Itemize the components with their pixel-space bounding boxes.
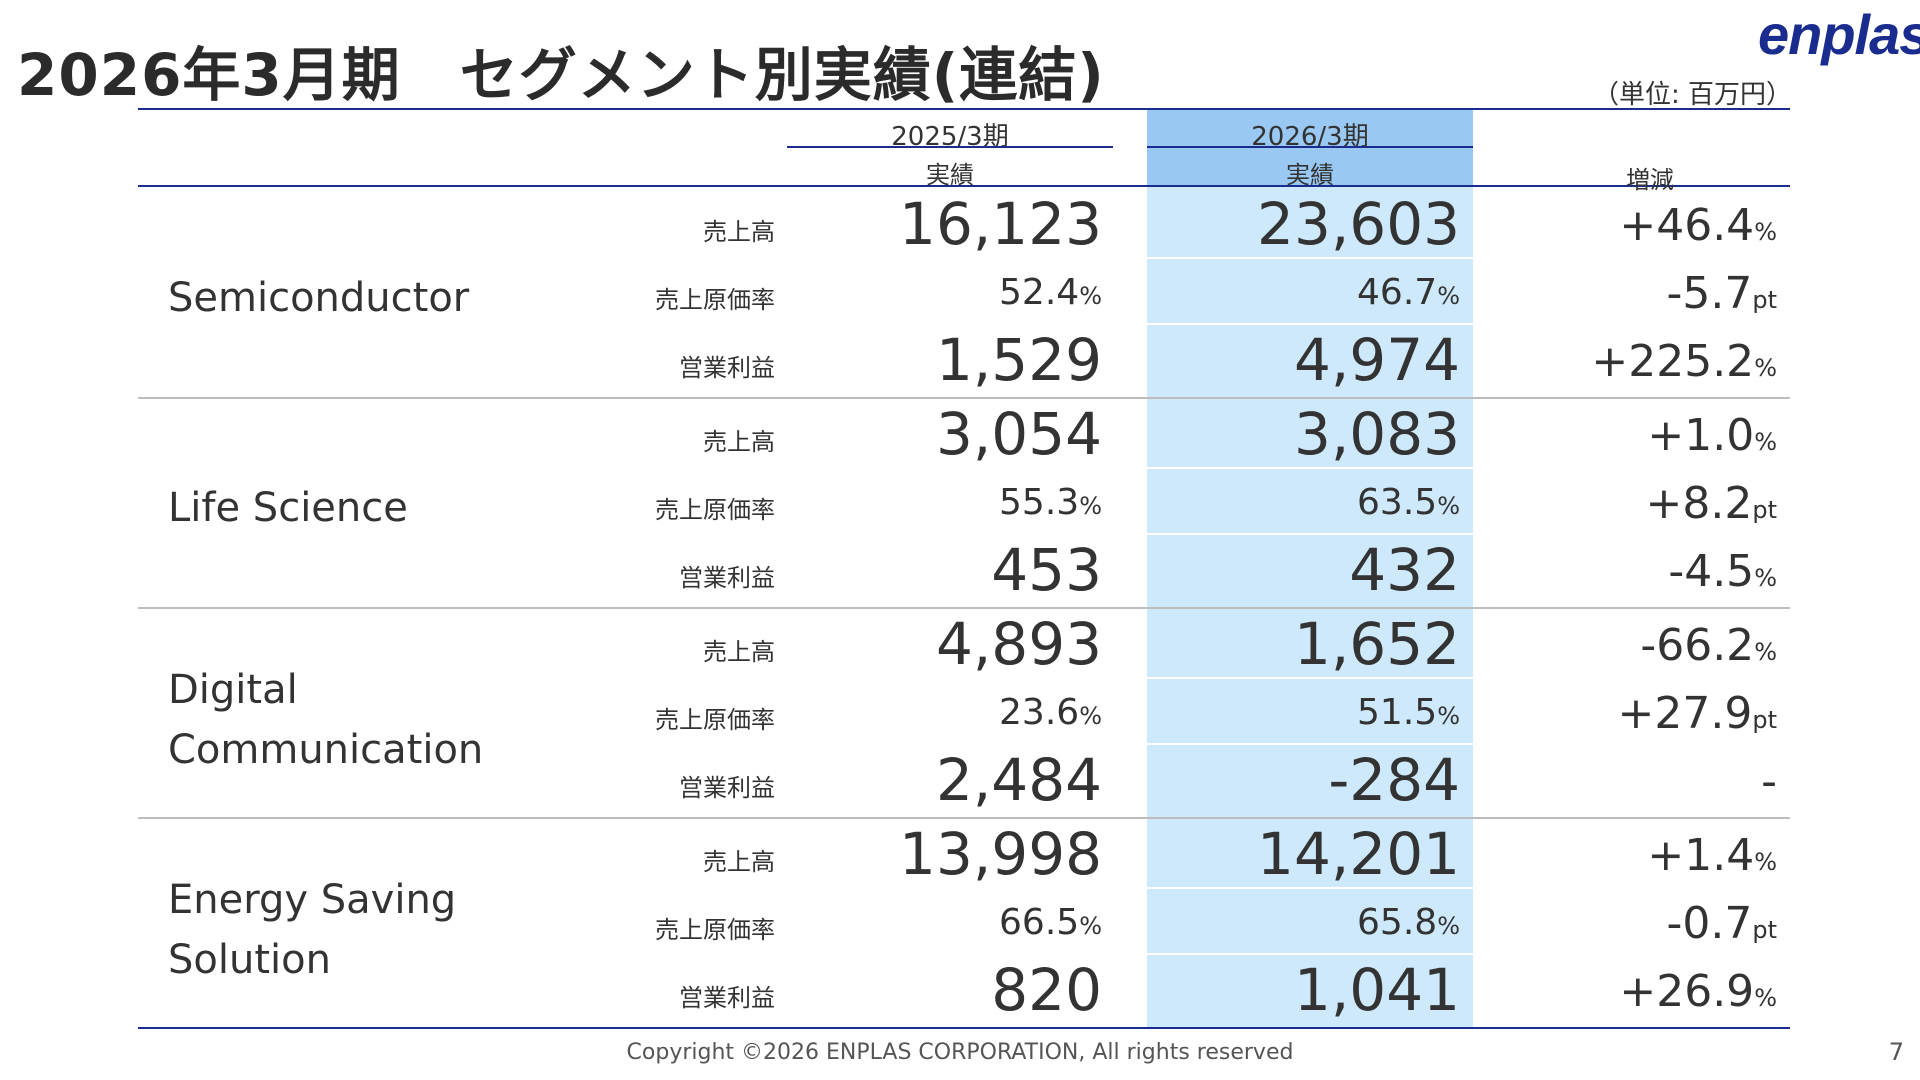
curr-sales-value: 3,083 (1293, 400, 1460, 468)
current-period-header-highlight (1147, 110, 1473, 186)
segment-name: Life Science (168, 485, 408, 531)
prev-period-underline (787, 146, 1113, 148)
metric-label-sales: 売上高 (703, 428, 775, 456)
prev-operating-profit-value: 820 (991, 956, 1102, 1024)
change-cost-ratio-value: +27.9pt (1617, 688, 1778, 739)
curr-sales-value: 1,652 (1293, 610, 1460, 678)
segment-name: Energy Saving Solution (168, 877, 457, 983)
curr-operating-profit-value: 4,974 (1293, 326, 1460, 394)
metric-label-sales: 売上高 (703, 638, 775, 666)
prev-sales-value: 3,054 (935, 400, 1102, 468)
prev-cost-ratio-value: 52.4% (999, 272, 1102, 313)
row-divider (1147, 257, 1473, 259)
curr-cost-ratio-value: 51.5% (1357, 692, 1460, 733)
segment-separator (138, 397, 1790, 399)
row-divider (1147, 467, 1473, 469)
curr-period-underline (1147, 146, 1473, 148)
row-divider (1147, 533, 1473, 535)
change-operating-profit-value: -4.5% (1668, 546, 1777, 597)
curr-cost-ratio-value: 65.8% (1357, 902, 1460, 943)
metric-label-sales: 売上高 (703, 218, 775, 246)
prev-sales-value: 4,893 (935, 610, 1102, 678)
segment-name: Digital Communication (168, 667, 484, 773)
metric-label-cost-ratio: 売上原価率 (655, 706, 775, 734)
prev-operating-profit-value: 453 (991, 536, 1102, 604)
curr-operating-profit-value: 432 (1349, 536, 1460, 604)
segment-separator (138, 607, 1790, 609)
change-cost-ratio-value: +8.2pt (1645, 478, 1778, 529)
change-cost-ratio-value: -5.7pt (1666, 268, 1777, 319)
prev-cost-ratio-value: 66.5% (999, 902, 1102, 943)
prev-period-subheader: 実績 (926, 161, 974, 189)
unit-label: （単位: 百万円） (1592, 80, 1792, 110)
prev-sales-value: 13,998 (899, 820, 1102, 888)
page-number: 7 (1888, 1038, 1904, 1066)
row-divider (1147, 953, 1473, 955)
change-operating-profit-value: +225.2% (1591, 336, 1777, 387)
change-sales-value: -66.2% (1640, 620, 1777, 671)
table-header-rule (138, 185, 1790, 187)
prev-operating-profit-value: 1,529 (935, 326, 1102, 394)
segment-separator (138, 817, 1790, 819)
prev-cost-ratio-value: 55.3% (999, 482, 1102, 523)
metric-label-operating-profit: 営業利益 (679, 564, 775, 592)
metric-label-operating-profit: 営業利益 (679, 984, 775, 1012)
row-divider (1147, 887, 1473, 889)
table-bottom-rule (138, 1027, 1790, 1029)
prev-cost-ratio-value: 23.6% (999, 692, 1102, 733)
curr-operating-profit-value: 1,041 (1293, 956, 1460, 1024)
change-operating-profit-value: - (1761, 756, 1777, 807)
page-title: 2026年3月期 セグメント別実績(連結) (17, 41, 1105, 109)
row-divider (1147, 323, 1473, 325)
metric-label-cost-ratio: 売上原価率 (655, 916, 775, 944)
metric-label-operating-profit: 営業利益 (679, 774, 775, 802)
prev-sales-value: 16,123 (899, 190, 1102, 258)
change-cost-ratio-value: -0.7pt (1666, 898, 1777, 949)
prev-operating-profit-value: 2,484 (935, 746, 1102, 814)
change-sales-value: +1.4% (1647, 830, 1777, 881)
metric-label-sales: 売上高 (703, 848, 775, 876)
metric-label-operating-profit: 営業利益 (679, 354, 775, 382)
company-logo: enplas (1758, 3, 1920, 66)
change-sales-value: +46.4% (1619, 200, 1777, 251)
copyright-footer: Copyright ©2026 ENPLAS CORPORATION, All … (626, 1040, 1294, 1065)
curr-cost-ratio-value: 63.5% (1357, 482, 1460, 523)
metric-label-cost-ratio: 売上原価率 (655, 286, 775, 314)
curr-cost-ratio-value: 46.7% (1357, 272, 1460, 313)
row-divider (1147, 677, 1473, 679)
change-header: 増減 (1626, 166, 1674, 194)
change-operating-profit-value: +26.9% (1619, 966, 1777, 1017)
curr-sales-value: 23,603 (1257, 190, 1460, 258)
curr-sales-value: 14,201 (1257, 820, 1460, 888)
segment-name: Semiconductor (168, 275, 470, 321)
curr-period-subheader: 実績 (1286, 161, 1334, 189)
metric-label-cost-ratio: 売上原価率 (655, 496, 775, 524)
table-top-rule (138, 108, 1790, 110)
curr-operating-profit-value: -284 (1328, 746, 1460, 814)
change-sales-value: +1.0% (1647, 410, 1777, 461)
row-divider (1147, 743, 1473, 745)
